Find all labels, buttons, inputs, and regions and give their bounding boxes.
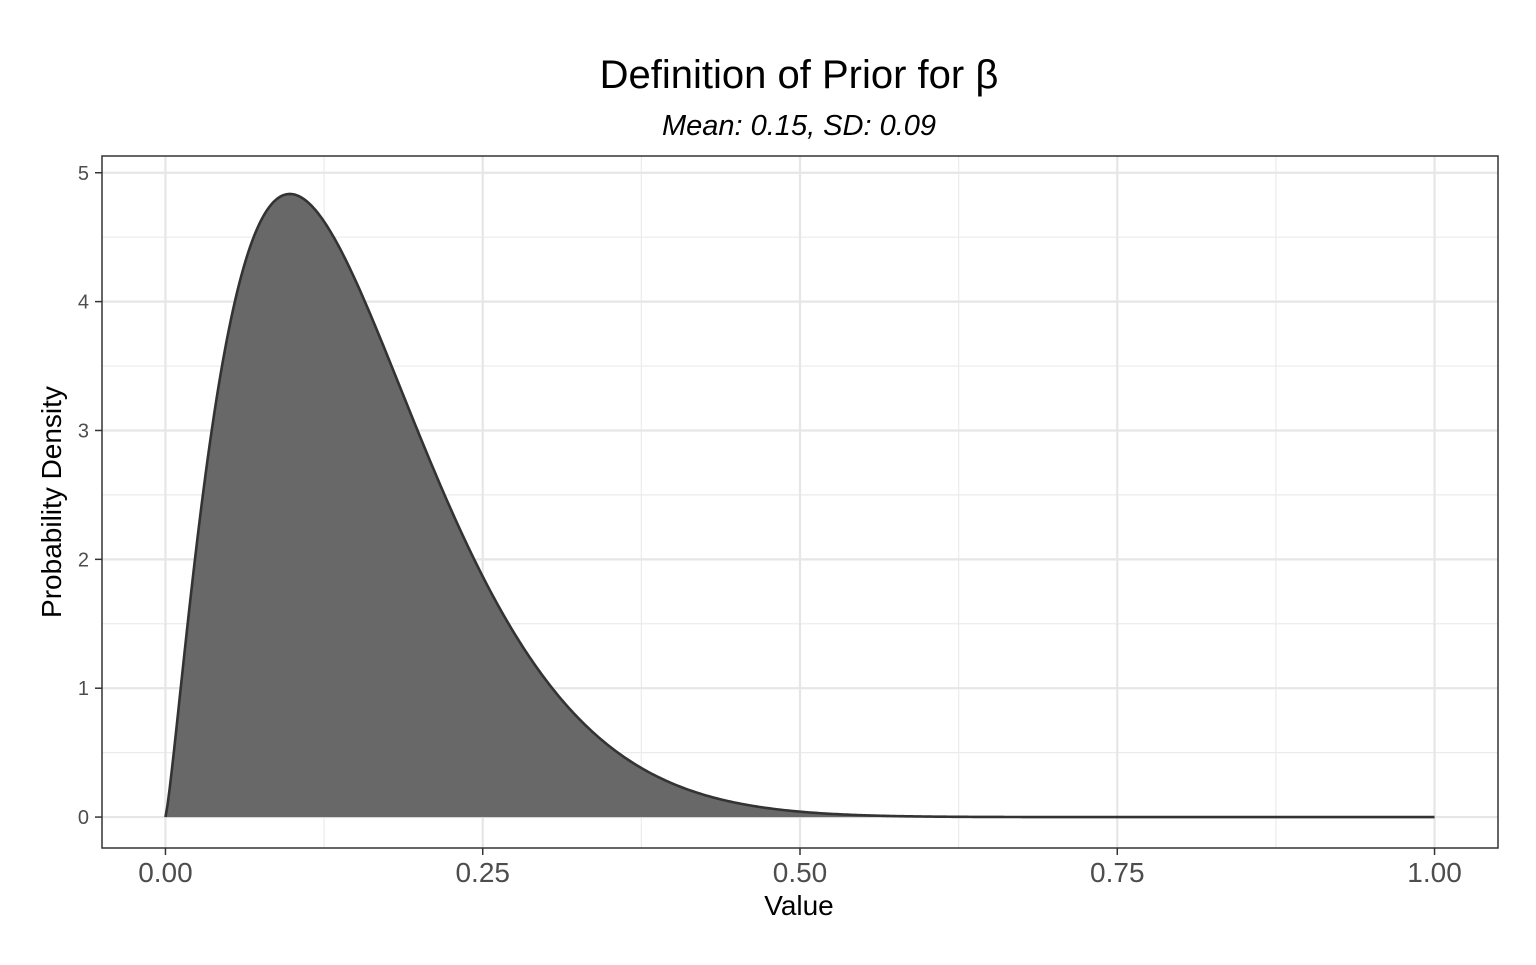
y-tick-label: 4 — [78, 292, 89, 314]
density-area — [165, 193, 1435, 818]
tick-layer: 0.00 0.25 0.50 0.75 1.00 0 1 2 3 4 5 — [78, 163, 1462, 888]
y-tick-label: 1 — [78, 678, 89, 700]
plot-area-layer — [164, 192, 1435, 819]
x-tick-label: 0.25 — [455, 857, 510, 888]
x-tick-label: 0.75 — [1090, 857, 1145, 888]
chart-title: Definition of Prior for β — [600, 53, 999, 97]
chart-subtitle: Mean: 0.15, SD: 0.09 — [662, 110, 936, 142]
x-tick-label: 1.00 — [1407, 857, 1462, 888]
y-axis-title: Probability Density — [36, 386, 67, 618]
density-curve — [164, 192, 1435, 819]
x-axis-title: Value — [764, 890, 834, 921]
y-tick-label: 3 — [78, 420, 89, 442]
x-tick-label: 0.00 — [138, 857, 193, 888]
y-tick-label: 2 — [78, 549, 89, 571]
y-tick-label: 0 — [78, 807, 89, 829]
x-tick-label: 0.50 — [773, 857, 828, 888]
y-tick-label: 5 — [78, 163, 89, 185]
